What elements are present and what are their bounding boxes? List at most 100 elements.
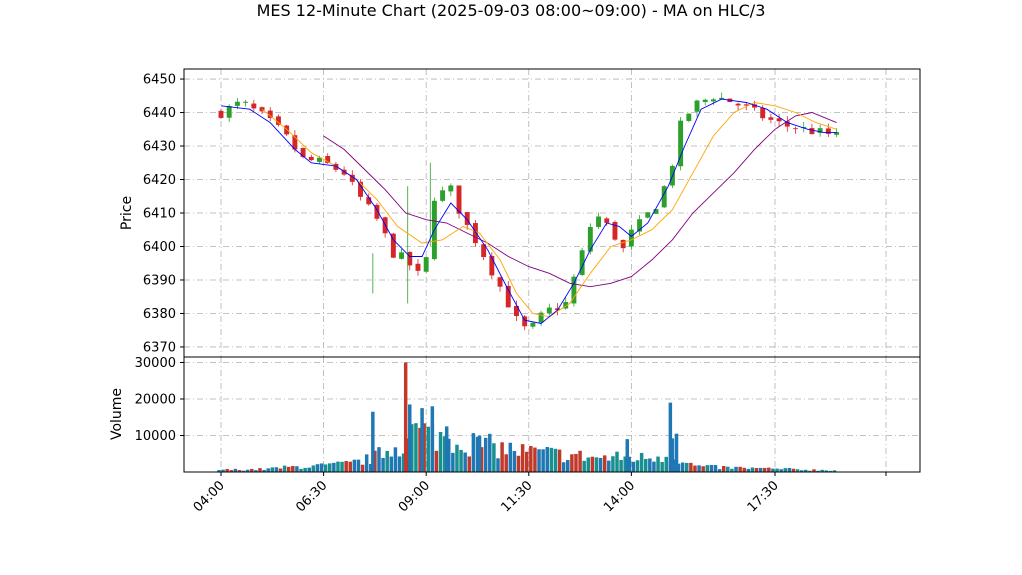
- volume-bar: [434, 450, 439, 472]
- volume-bar: [245, 469, 250, 472]
- volume-bar: [586, 457, 591, 472]
- volume-bar: [742, 467, 746, 472]
- candle-down: [472, 223, 478, 244]
- volume-bar: [758, 467, 763, 472]
- volume-bar: [615, 451, 619, 472]
- price-tick-label: 6400: [143, 240, 176, 255]
- volume-bar: [475, 436, 480, 472]
- volume-bar: [229, 470, 234, 472]
- price-tick-label: 6440: [143, 106, 176, 121]
- volume-bar: [771, 468, 775, 472]
- volume-bar: [697, 465, 701, 472]
- volume-bar: [566, 460, 570, 472]
- volume-bar: [643, 459, 648, 472]
- candle-down: [349, 174, 355, 182]
- volume-bar: [553, 448, 558, 472]
- candle-up: [399, 252, 405, 259]
- candle-down: [325, 156, 331, 164]
- candle-down: [505, 285, 511, 308]
- volume-bar: [545, 447, 549, 472]
- candle-down: [292, 135, 298, 150]
- candle-up: [834, 131, 840, 135]
- volume-bar: [254, 470, 258, 472]
- price-axis-label: Price: [119, 196, 135, 230]
- volume-bar: [529, 446, 533, 472]
- volume-bar: [488, 433, 492, 472]
- volume-bar: [381, 457, 385, 472]
- volume-spike-bar: [371, 411, 375, 472]
- volume-bar: [360, 464, 365, 472]
- volume-bar: [812, 469, 816, 472]
- volume-bar: [762, 467, 767, 472]
- volume-bar: [307, 467, 311, 472]
- volume-bar: [295, 466, 299, 472]
- volume-bar: [241, 470, 246, 472]
- volume-bar: [791, 468, 796, 472]
- volume-tick-label: 10000: [135, 429, 176, 444]
- candle-up: [710, 99, 716, 102]
- volume-grid: [184, 357, 920, 472]
- volume-bar: [611, 456, 615, 472]
- candle-down: [768, 117, 774, 120]
- volume-bar: [471, 433, 476, 472]
- candle-up: [653, 209, 659, 214]
- volume-bar: [483, 437, 488, 472]
- volume-bar: [783, 468, 788, 472]
- volume-spike-bar: [444, 426, 449, 472]
- volume-bar: [336, 461, 340, 472]
- volume-bar: [286, 466, 291, 472]
- candle-up: [448, 185, 454, 192]
- candle-up: [538, 312, 544, 323]
- candle-up: [719, 97, 725, 100]
- price-tick-label: 6370: [143, 340, 176, 355]
- x-ticks: 04:00 06:30 09:00 11:30 14:00 17:30: [191, 472, 887, 515]
- volume-bar: [685, 462, 689, 472]
- volume-bar: [385, 450, 389, 472]
- volume-bar: [217, 470, 221, 472]
- volume-bar: [549, 447, 554, 472]
- volume-bar: [221, 469, 225, 472]
- volume-bar: [799, 470, 804, 472]
- volume-bar: [340, 461, 344, 472]
- candle-up: [440, 190, 446, 201]
- candle-up: [686, 113, 692, 121]
- volume-bar: [524, 451, 529, 472]
- volume-bar: [717, 469, 722, 472]
- volume-bar: [779, 469, 783, 472]
- x-tick-label: 11:30: [499, 478, 536, 515]
- candle-up: [661, 186, 667, 208]
- candle-down: [752, 104, 757, 108]
- volume-bar: [299, 468, 303, 472]
- volume-bar: [455, 444, 459, 472]
- volume-bar: [389, 456, 394, 472]
- candle-down: [251, 103, 257, 109]
- candle-up: [317, 157, 322, 162]
- candle-down: [809, 128, 815, 135]
- volume-spike-bar: [403, 362, 408, 472]
- volume-bar: [537, 449, 541, 472]
- volume-bar: [557, 449, 562, 472]
- volume-bar: [258, 468, 262, 472]
- candle-down: [489, 255, 495, 276]
- volume-bar: [804, 469, 808, 472]
- volume-bar: [459, 449, 463, 472]
- volume-bar: [820, 469, 824, 472]
- volume-bar: [496, 458, 500, 472]
- candle-up: [637, 219, 643, 232]
- volume-bar: [631, 461, 636, 472]
- volume-bar: [344, 461, 348, 472]
- volume-bar: [721, 465, 726, 472]
- x-tick-label: 09:00: [396, 478, 433, 515]
- candle-up: [579, 250, 585, 275]
- candle-down: [784, 121, 790, 127]
- volume-bar: [250, 468, 254, 472]
- volume-bar: [738, 466, 742, 472]
- candle-down: [620, 239, 626, 249]
- volume-bar: [291, 465, 295, 472]
- volume-bar: [278, 468, 283, 472]
- volume-bar: [516, 455, 521, 472]
- ma-fast-line: [220, 98, 837, 324]
- candle-down: [743, 104, 749, 106]
- ma-mid-line: [261, 102, 837, 318]
